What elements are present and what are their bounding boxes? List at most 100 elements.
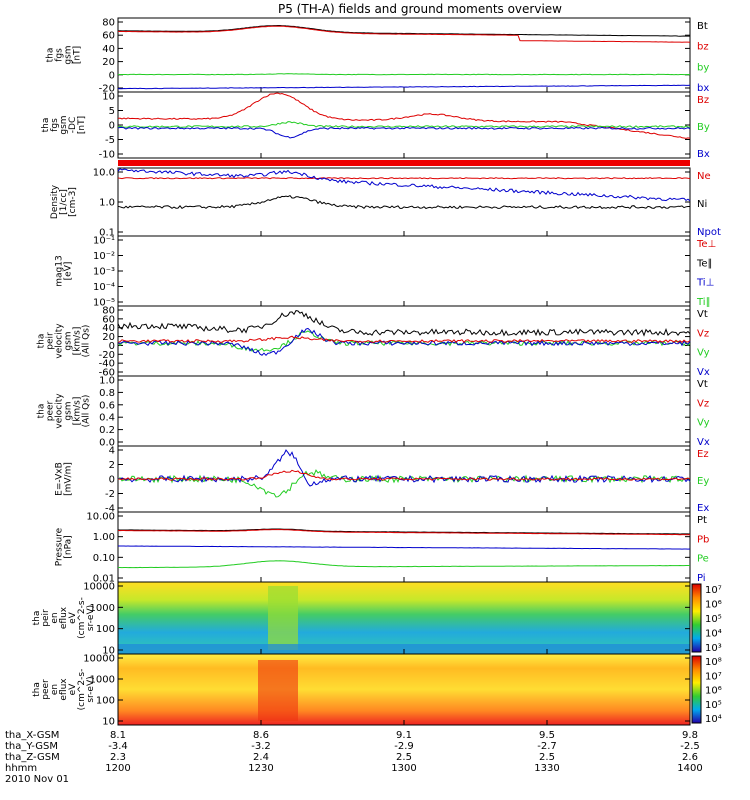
legend-Vx: Vx [697, 437, 710, 448]
panel-fgs: 80 60 40 20 0 -20 tha fgs gsm [nT] Bt bz by bx [46, 17, 709, 95]
y-axis-label: Pressure [55, 527, 65, 566]
y-tick-label: -2 [105, 489, 115, 500]
y-tick-label: 10.00 [86, 512, 115, 523]
series-Pi [118, 545, 691, 550]
legend-Te⊥: Te⊥ [696, 239, 716, 250]
y-axis-label: [nPa] [64, 535, 74, 558]
legend-Vz: Vz [697, 398, 709, 409]
y-tick-label: 0.0 [99, 438, 115, 449]
spectrogram-ion [118, 582, 690, 654]
series-Bx [117, 126, 691, 139]
footer-value: -2.5 [680, 741, 700, 752]
y-axis-label: (cm^2-s- [77, 597, 87, 639]
footer-value: 2.6 [682, 752, 698, 763]
y-tick-label: 20 [102, 57, 115, 68]
panel-density: 10.0 1.0 0.1 Density [1/cc] [cm-3] Ne Ni Npot [50, 167, 721, 239]
footer-value: 9.1 [396, 730, 412, 741]
colorbar-tick-label: 10⁵ [705, 614, 722, 625]
colorbar-tick-label: 10⁴ [705, 629, 722, 640]
y-axis-label: tha [32, 682, 42, 697]
legend-Ti∥: Ti∥ [696, 297, 711, 308]
y-tick-label: -4 [105, 504, 115, 515]
spectrogram-ion-enhancement [268, 586, 298, 650]
legend-Vt: Vt [697, 309, 708, 320]
y-tick-label: 1000 [90, 675, 115, 686]
y-tick-label: 40 [102, 323, 115, 334]
y-tick-label: 10.0 [93, 168, 115, 179]
footer-value: -2.7 [537, 741, 557, 752]
y-tick-label: 0.4 [99, 413, 115, 424]
series-Ni [117, 194, 690, 210]
y-tick-label: 0 [109, 121, 115, 132]
legend-Pb: Pb [697, 534, 709, 545]
panel-fgs_dc: 10 5 0 -5 -10 tha fgs gsm -DC [nT] Bz By Bx [41, 91, 710, 166]
series-Pe [118, 560, 690, 569]
panel-frame [117, 375, 691, 447]
footer-value: 8.1 [110, 730, 126, 741]
y-axis-label: peer [46, 400, 56, 421]
y-tick-label: -20 [99, 84, 115, 95]
y-axis-label: gsm [59, 115, 69, 134]
panel-efield: 4 2 0 -2 -4 E=-VxB [mV/m] Ez Ey Ex [55, 445, 709, 515]
colorbar [691, 655, 702, 724]
y-tick-label: 60 [102, 31, 115, 42]
footer-value: -3.2 [251, 741, 271, 752]
series-Pb [117, 528, 691, 536]
footer-value: 8.6 [253, 730, 269, 741]
legend-by: by [697, 62, 709, 73]
colorbar-tick-label: 10⁶ [705, 600, 722, 611]
series-Pt [117, 528, 691, 535]
series-Bz [117, 92, 691, 139]
y-tick-label: 10⁻² [93, 251, 115, 262]
y-tick-label: 0.8 [99, 388, 115, 399]
y-tick-label: -40 [99, 359, 115, 370]
y-tick-label: 0 [109, 341, 115, 352]
y-tick-label: 60 [102, 314, 115, 325]
panel-peer_spec: 10000 1000 100 10 tha peer en eflux eV (cm^2-s-sr… [32, 653, 722, 728]
y-axis-label: [nT] [77, 116, 87, 134]
y-tick-label: 10⁻³ [93, 267, 115, 278]
y-tick-label: 10⁻⁵ [93, 298, 115, 309]
y-axis-label: [nT] [73, 46, 83, 64]
y-axis-label: en [50, 684, 60, 695]
y-tick-label: -10 [99, 150, 115, 161]
footer-row-label: tha_Z-GSM [5, 752, 60, 763]
colorbar-tick-label: 10⁷ [705, 671, 722, 682]
legend-Pe: Pe [697, 554, 709, 565]
y-axis-label: eV [68, 611, 78, 624]
y-axis-label: tha [37, 334, 47, 349]
series-By [117, 121, 691, 128]
series-bx [117, 84, 691, 90]
footer-value: 1330 [534, 763, 559, 774]
spectrogram-electron-enhancement [258, 660, 298, 721]
panel-peer_vel: 1.00.80.6 0.40.2 0.0 tha peer velocity gsm [km/… [37, 375, 710, 449]
y-axis-label: velocity [55, 323, 65, 359]
footer-value: 1300 [391, 763, 416, 774]
series-Vz [117, 335, 691, 344]
series-Vx [117, 327, 691, 357]
legend-Pt: Pt [697, 515, 707, 526]
y-tick-label: 10⁻¹ [93, 236, 115, 247]
legend-Bt: Bt [697, 21, 708, 32]
y-axis-label: [mV/m] [64, 462, 74, 496]
colorbar-tick-label: 10³ [705, 643, 722, 654]
footer-row-label: hhmm [5, 763, 37, 774]
y-axis-label: eV [68, 683, 78, 696]
y-tick-label: 1.0 [99, 198, 115, 209]
series-by [117, 73, 691, 76]
y-tick-label: 1000 [90, 603, 115, 614]
panel-frame [117, 17, 691, 93]
legend-Pi: Pi [697, 573, 706, 584]
y-axis-label: peir [41, 609, 51, 627]
legend-Ne: Ne [697, 171, 711, 182]
y-tick-label: 10 [102, 92, 115, 103]
y-tick-label: 80 [102, 18, 115, 29]
footer-row-label: tha_X-GSM [5, 730, 59, 741]
panel-frame [117, 511, 691, 583]
y-tick-label: 1.0 [99, 376, 115, 387]
legend-Ni: Ni [697, 199, 707, 210]
y-tick-label: -60 [99, 368, 115, 379]
footer-value: -3.4 [108, 741, 128, 752]
